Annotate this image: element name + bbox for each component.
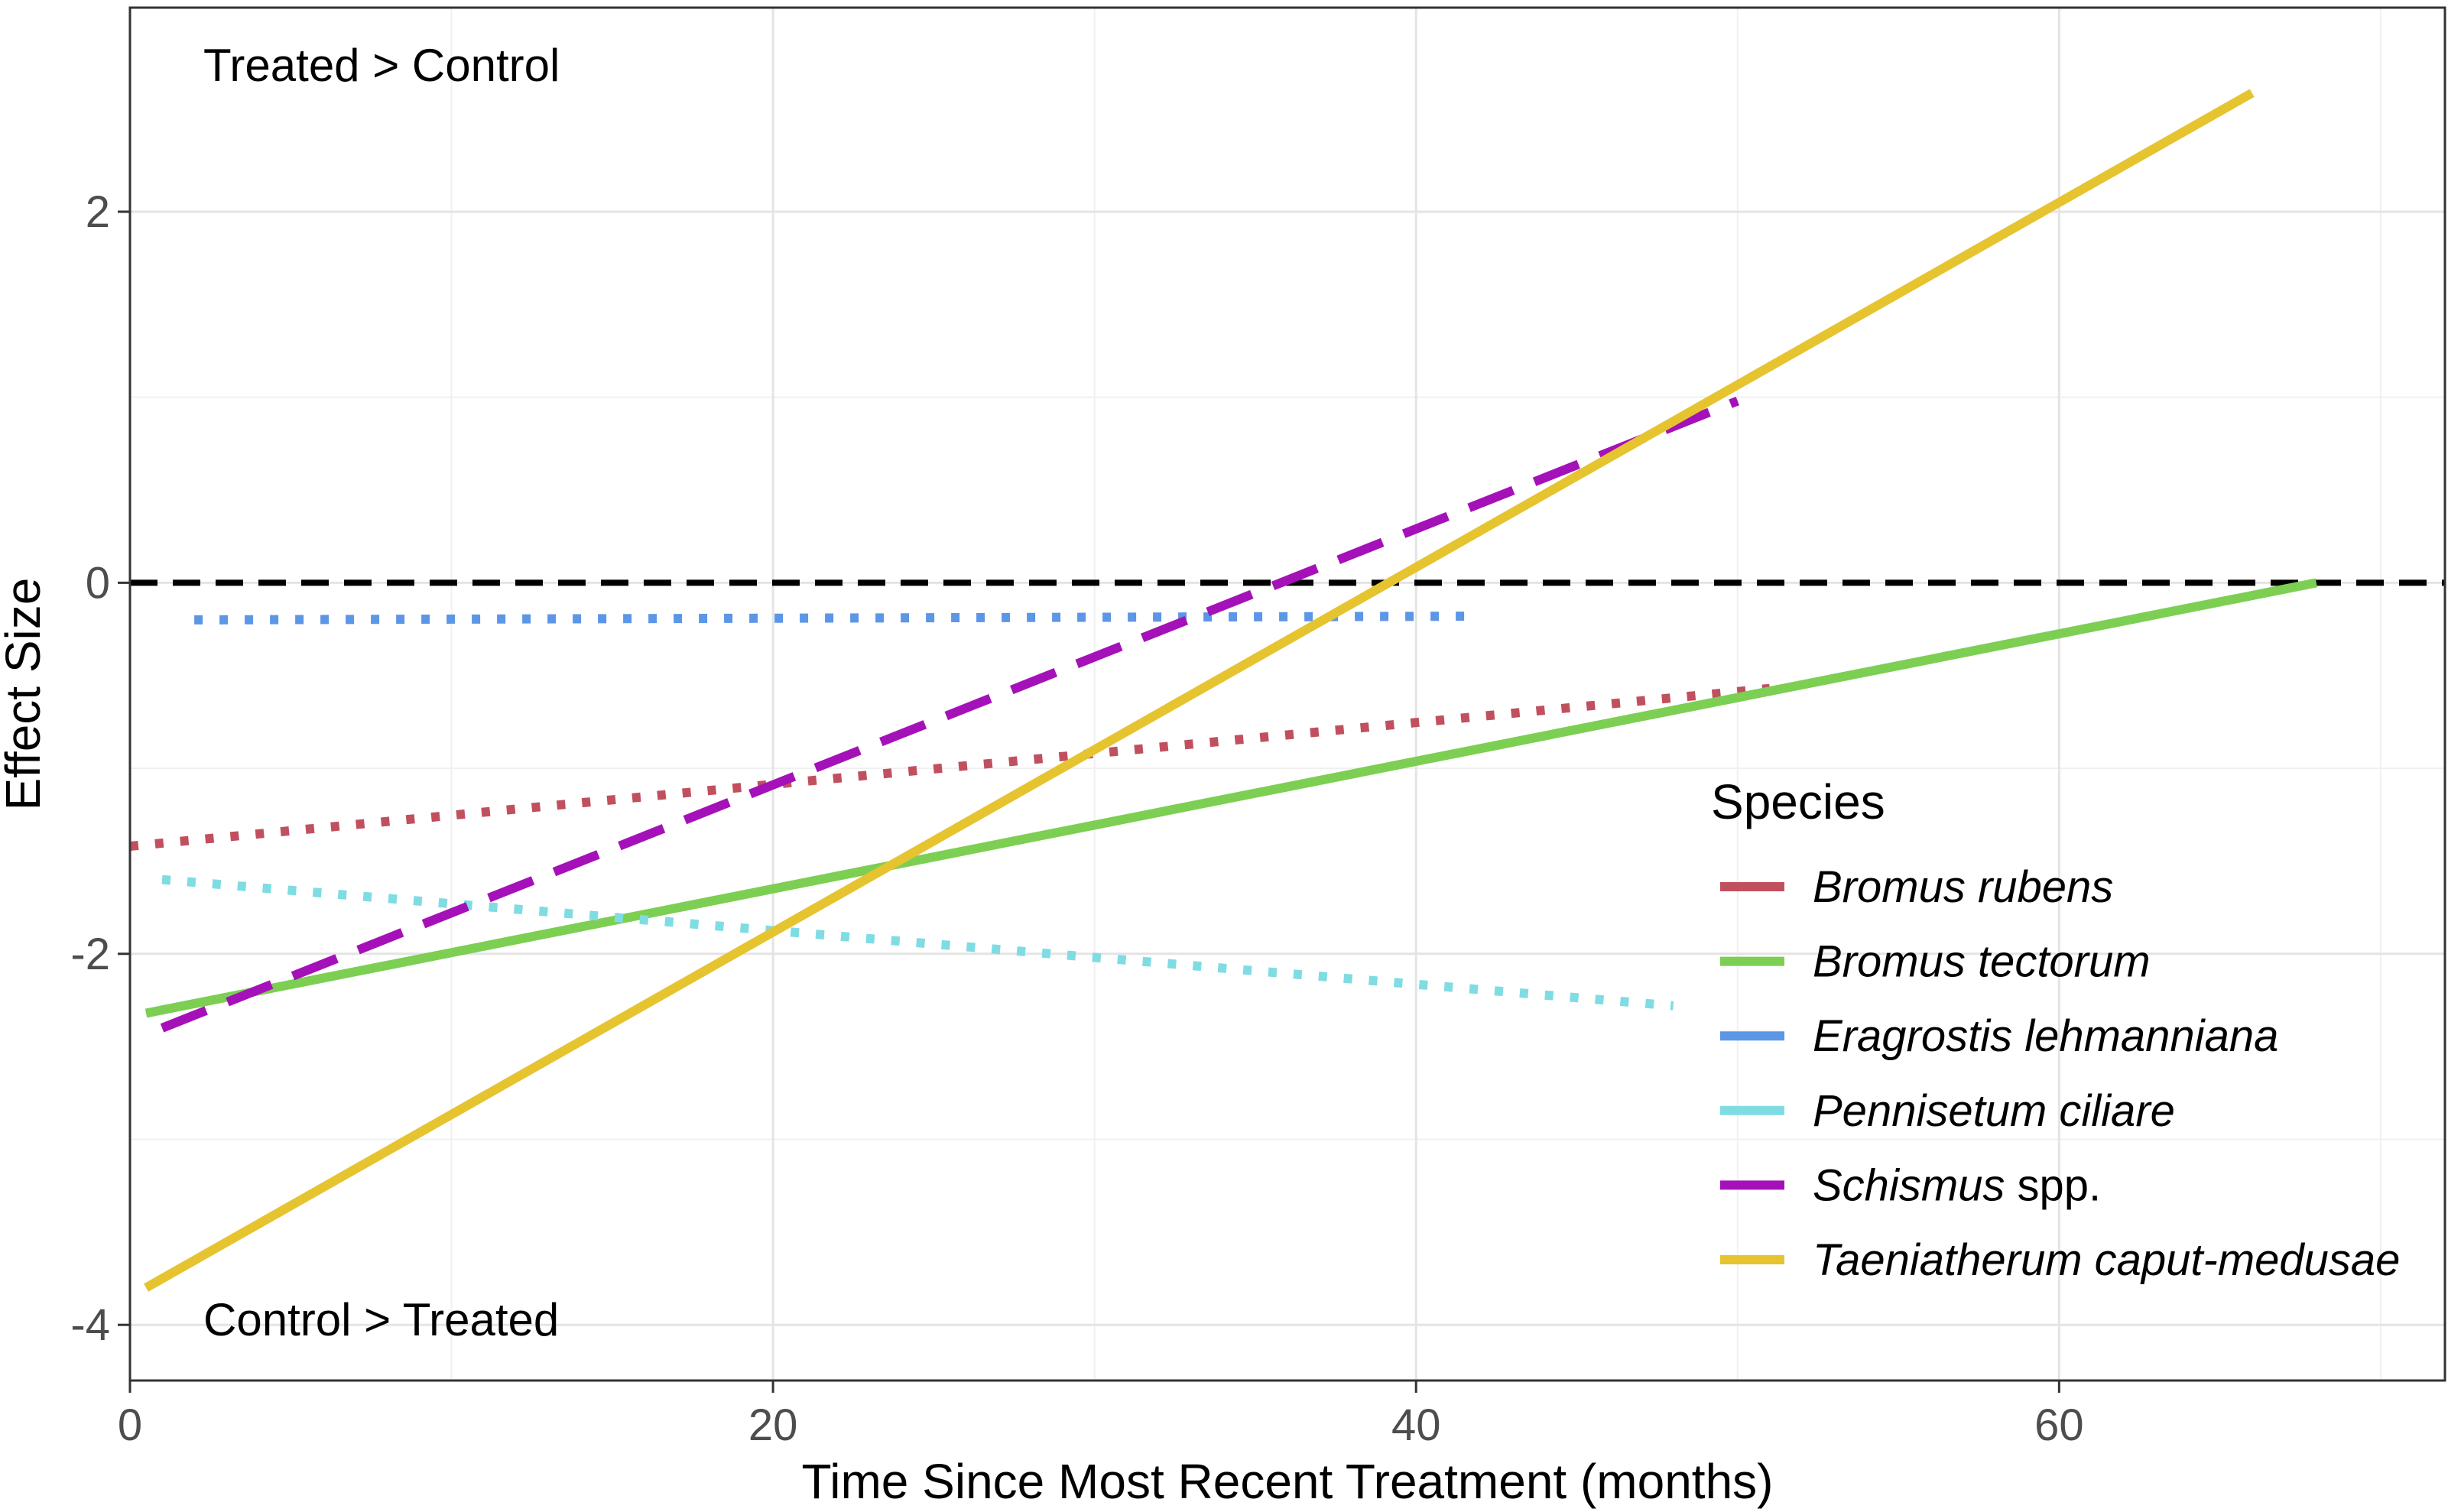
legend-label: Taeniatherum caput-medusae — [1813, 1235, 2400, 1285]
y-tick-label: -2 — [70, 930, 110, 979]
panel-border — [128, 6, 2446, 1382]
legend-label-suffix: spp. — [2005, 1160, 2101, 1210]
series-line-pennisetum-ciliare — [161, 874, 1674, 1011]
series-line-bromus-tectorum — [144, 578, 2317, 1018]
legend-label: Pennisetum ciliare — [1813, 1086, 2175, 1136]
x-tick-label: 0 — [118, 1400, 142, 1450]
x-tick-label: 20 — [748, 1400, 798, 1450]
legend-label-italic: Pennisetum ciliare — [1813, 1086, 2175, 1136]
annotation-bottom: Control > Treated — [203, 1294, 559, 1345]
series-line-schismus-spp — [160, 396, 1739, 1033]
y-tick-label: 2 — [86, 187, 110, 237]
y-tick-label: 0 — [86, 558, 110, 608]
x-tick-label: 60 — [2034, 1400, 2084, 1450]
legend-label-italic: Bromus tectorum — [1813, 937, 2151, 987]
legend-label-italic: Schismus — [1813, 1160, 2005, 1210]
legend-label: Bromus rubens — [1813, 862, 2113, 912]
x-tick-label: 40 — [1391, 1400, 1441, 1450]
legend-label-italic: Eragrostis lehmanniana — [1813, 1011, 2278, 1061]
y-axis-title: Effect Size — [0, 578, 50, 811]
legend-title: Species — [1711, 774, 1885, 829]
axis-ticks: 0 20 40 60 -4 -2 0 2 — [70, 187, 2083, 1450]
legend-label: Eragrostis lehmanniana — [1813, 1011, 2278, 1061]
series-group — [129, 89, 2317, 1292]
x-axis-title: Time Since Most Recent Treatment (months… — [802, 1454, 1774, 1509]
legend-label: Schismus spp. — [1813, 1160, 2101, 1210]
y-tick-label: -4 — [70, 1300, 110, 1350]
legend-label-italic: Taeniatherum caput-medusae — [1813, 1235, 2400, 1285]
legend-label: Bromus tectorum — [1813, 937, 2151, 987]
legend-label-italic: Bromus rubens — [1813, 862, 2113, 912]
annotation-top: Treated > Control — [203, 40, 560, 91]
legend: Species Bromus rubens Bromus tectorum Erag… — [1711, 774, 2400, 1285]
series-line-taeniatherum-caput-medusae — [144, 89, 2255, 1292]
